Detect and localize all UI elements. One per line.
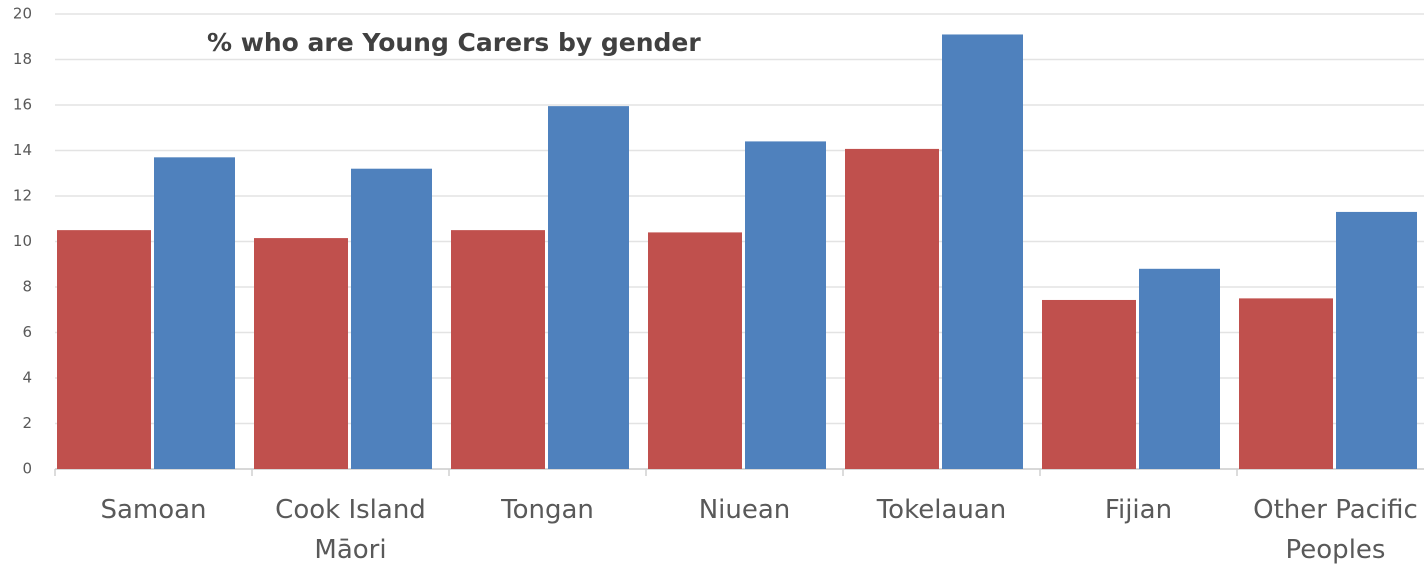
x-tick-label: Tokelauan <box>876 495 1007 525</box>
y-tick-label: 14 <box>13 141 32 159</box>
y-tick-label: 18 <box>13 50 32 68</box>
y-tick-label: 2 <box>22 414 32 432</box>
y-tick-label: 0 <box>22 460 32 478</box>
bar <box>451 230 545 469</box>
bar <box>154 157 235 469</box>
y-tick-label: 4 <box>22 369 32 387</box>
bar <box>254 238 348 469</box>
y-tick-label: 10 <box>13 232 32 250</box>
y-tick-label: 6 <box>22 323 32 341</box>
y-tick-label: 20 <box>13 5 32 23</box>
bar <box>548 106 629 469</box>
x-tick-label: Niuean <box>698 495 791 525</box>
y-tick-label: 12 <box>13 187 32 205</box>
bar <box>1336 211 1417 470</box>
bar <box>648 232 742 469</box>
bar <box>942 34 1023 469</box>
bar <box>1239 298 1333 469</box>
bar <box>1139 268 1220 469</box>
x-tick-label: Samoan <box>100 495 207 525</box>
bar <box>745 141 826 469</box>
bar <box>845 148 939 469</box>
bar <box>57 230 151 469</box>
x-tick-label: Other Pacific Peoples <box>1253 495 1418 565</box>
x-tick-label: Tongan <box>501 495 594 525</box>
y-tick-label: 8 <box>22 278 32 296</box>
bar <box>1042 299 1136 469</box>
x-tick-label: Cook Island Māori <box>275 495 426 565</box>
bar <box>351 168 432 469</box>
x-tick-label: Fijian <box>1104 495 1173 525</box>
y-tick-label: 16 <box>13 96 32 114</box>
chart-title: % who are Young Carers by gender <box>207 28 701 57</box>
